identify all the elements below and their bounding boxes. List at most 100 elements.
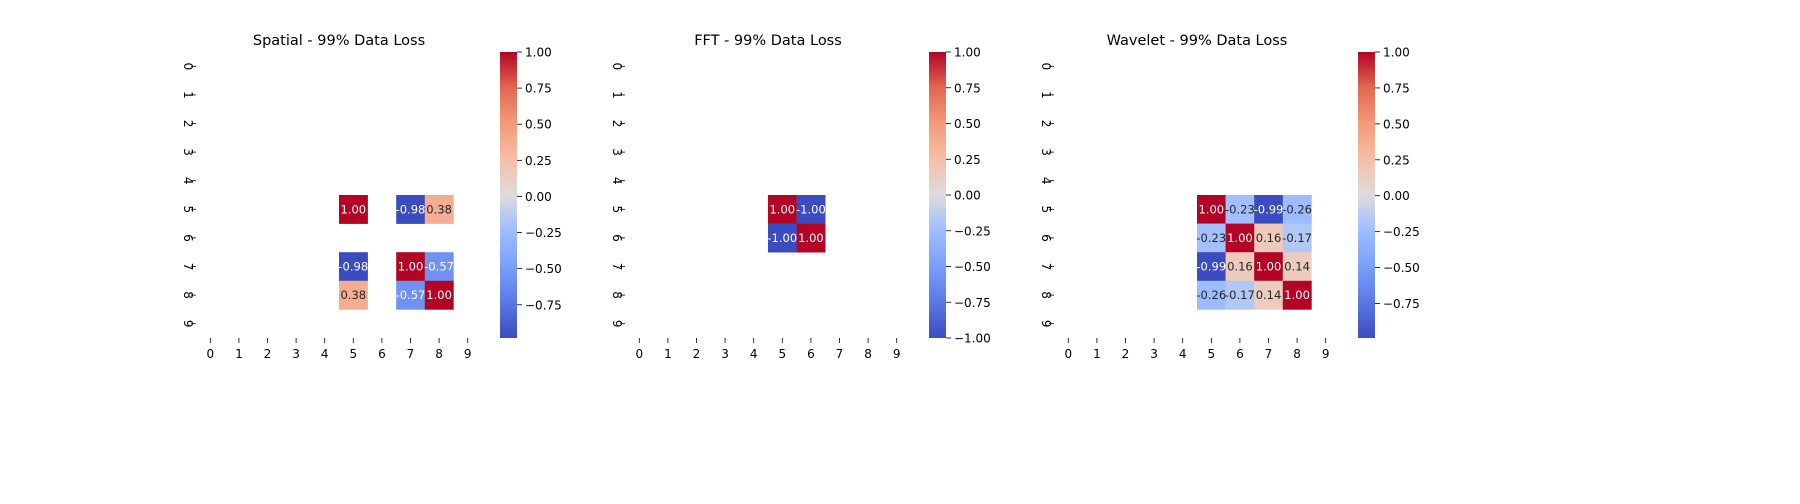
y-tick-label: 5 [610,205,624,213]
y-tick-label: 1 [1039,91,1053,99]
colorbar-tick-label: −0.25 [954,224,991,238]
x-tick-label: 9 [464,347,472,361]
y-tick-label: 8 [610,291,624,299]
heatmap-cell [796,223,826,253]
colorbar-tick-label: 1.00 [954,46,981,60]
cell-annotation: -0.57 [424,260,454,274]
colorbar [929,52,946,338]
colorbar-tick-label: −0.75 [954,296,991,310]
x-tick-label: 3 [1150,347,1158,361]
y-tick-label: 0 [1039,62,1053,70]
y-tick-label: 9 [610,320,624,328]
cell-annotation: 0.14 [1284,260,1310,274]
colorbar-tick-label: 0.50 [954,117,981,131]
colorbar-tick-label: 0.75 [954,81,981,95]
heatmap-cell [1254,223,1284,253]
cell-annotation: -0.99 [1254,202,1284,216]
colorbar-tick-label: 0.00 [1383,189,1410,203]
x-tick-label: 5 [778,347,786,361]
colorbar-tick-label: −0.50 [1383,261,1420,275]
x-tick-label: 0 [1064,347,1072,361]
cell-annotation: 1.00 [1227,231,1253,245]
heatmap-cell [1282,252,1312,282]
colorbar-tick-label: 0.50 [525,118,552,132]
y-tick-label: 2 [1039,120,1053,128]
x-tick-label: 4 [1179,347,1187,361]
colorbar-tick-label: 0.75 [525,82,552,96]
cell-annotation: 0.16 [1256,231,1282,245]
heatmap-cell [1282,223,1312,253]
heatmap-cell [424,195,454,224]
x-tick-label: 9 [1322,347,1330,361]
heatmap-cell [424,280,454,310]
y-tick-label: 9 [181,320,195,328]
y-tick-label: 6 [1039,234,1053,242]
x-tick-label: 7 [1265,347,1273,361]
cell-annotation: 1.00 [769,202,795,216]
x-tick-label: 6 [1236,347,1244,361]
heatmap-cell [1282,195,1312,224]
chart-title: Wavelet - 99% Data Loss [1107,33,1288,49]
cell-annotation: 0.38 [426,202,452,216]
x-tick-label: 2 [264,347,272,361]
colorbar-tick-label: −0.75 [1383,297,1420,311]
colorbar-tick-label: −0.50 [954,260,991,274]
y-tick-label: 6 [181,234,195,242]
colorbar-tick-label: −0.25 [525,226,562,240]
heatmap-cell [1197,223,1226,253]
colorbar-tick-label: 1.00 [525,46,552,60]
heatmap-cell [768,195,797,224]
heatmap-cell [1254,252,1284,282]
heatmap-cell [424,252,454,282]
heatmap-cell [339,280,368,310]
y-tick-label: 0 [181,62,195,70]
colorbar-tick-label: 0.00 [525,190,552,204]
cell-annotation: 1.00 [798,231,824,245]
cell-annotation: -1.00 [767,231,797,245]
x-tick-label: 9 [893,347,901,361]
heatmap-cell [396,280,426,310]
y-tick-label: 5 [1039,205,1053,213]
y-tick-label: 1 [610,91,624,99]
x-tick-label: 7 [836,347,844,361]
colorbar [1358,52,1375,338]
y-tick-label: 9 [1039,320,1053,328]
y-tick-label: 7 [181,263,195,271]
y-tick-label: 1 [181,91,195,99]
x-tick-label: 1 [664,347,672,361]
colorbar-tick-label: 0.25 [1383,153,1410,167]
cell-annotation: 1.00 [1256,260,1282,274]
cell-annotation: -0.26 [1282,202,1312,216]
y-tick-label: 4 [1039,177,1053,185]
colorbar-tick-label: 0.25 [954,153,981,167]
colorbar-tick-label: −0.75 [525,298,562,312]
chart-title: Spatial - 99% Data Loss [253,33,425,49]
heatmap-cell [396,252,426,282]
x-tick-label: 6 [378,347,386,361]
colorbar-tick-label: 0.75 [1383,81,1410,95]
heatmap-cell [1225,280,1255,310]
colorbar [500,52,517,338]
y-tick-label: 4 [181,177,195,185]
x-tick-label: 3 [721,347,729,361]
heatmap-cell [1225,223,1255,253]
y-tick-label: 7 [610,263,624,271]
cell-annotation: 1.00 [426,288,452,302]
cell-annotation: -0.98 [338,260,368,274]
heatmap-cell [796,195,826,224]
x-tick-label: 8 [1293,347,1301,361]
y-tick-label: 7 [1039,263,1053,271]
x-tick-label: 5 [349,347,357,361]
cell-annotation: -0.17 [1225,288,1255,302]
x-tick-label: 3 [292,347,300,361]
heatmap-cell [768,223,797,253]
cell-annotation: -0.23 [1225,202,1255,216]
cell-annotation: 0.14 [1256,288,1282,302]
colorbar-tick-label: 0.00 [954,189,981,203]
cell-annotation: 1.00 [1284,288,1310,302]
x-tick-label: 8 [435,347,443,361]
cell-annotation: -0.99 [1196,260,1226,274]
